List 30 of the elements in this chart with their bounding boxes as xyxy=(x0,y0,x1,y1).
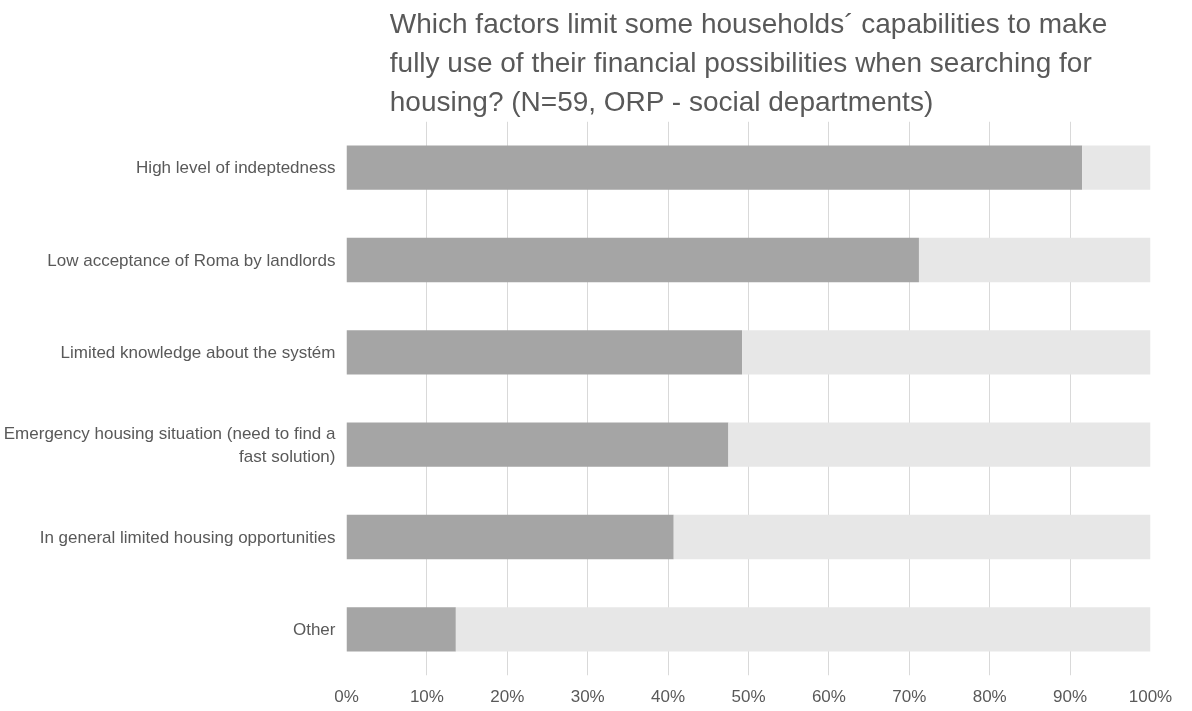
x-tick-label: 100% xyxy=(1128,686,1173,706)
y-tick-label: Low acceptance of Roma by landlords xyxy=(47,250,336,270)
y-tick-label: Other xyxy=(292,619,336,639)
x-tick-label: 80% xyxy=(972,686,1007,706)
x-tick-label: 30% xyxy=(570,686,605,706)
x-tick-label: 10% xyxy=(409,686,444,706)
y-tick-label: Limited knowledge about the systém xyxy=(60,342,336,362)
bar xyxy=(455,607,1151,652)
x-tick-label: 20% xyxy=(490,686,525,706)
bar xyxy=(918,237,1151,283)
bar xyxy=(346,514,674,560)
chart-title: Which factors limit some households´ capabilities to make fully use of their financial possibilities when searching for housing? (N=59, ORP - social departments) xyxy=(389,8,1108,117)
x-tick-label: 40% xyxy=(651,686,686,706)
bar xyxy=(346,422,729,467)
x-tick-label: 90% xyxy=(1053,686,1088,706)
bar xyxy=(346,330,743,375)
bar xyxy=(728,422,1151,467)
bar xyxy=(346,607,456,652)
x-tick-label: 50% xyxy=(731,686,766,706)
x-tick-label: 60% xyxy=(811,686,846,706)
bar xyxy=(742,330,1151,375)
x-tick-label: 70% xyxy=(892,686,927,706)
bar xyxy=(673,514,1151,560)
bar xyxy=(1082,145,1151,190)
bar xyxy=(346,237,919,283)
x-tick-label: 0% xyxy=(334,686,359,706)
y-tick-label: High level of indeptedness xyxy=(136,158,336,178)
bar xyxy=(346,145,1083,190)
y-tick-label: Emergency housing situation (need to find a fast solution) xyxy=(3,423,337,466)
y-tick-label: In general limited housing opportunities xyxy=(39,527,336,547)
